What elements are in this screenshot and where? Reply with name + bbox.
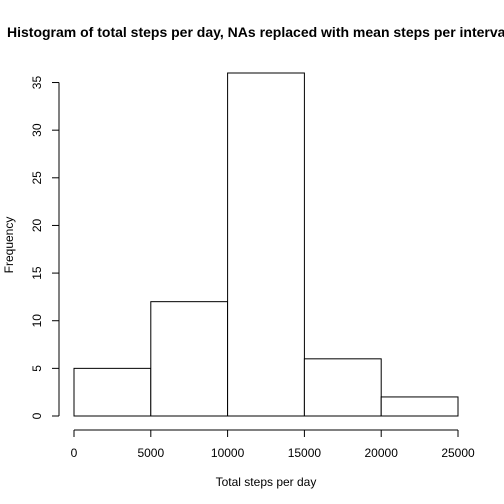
y-tick-label: 15	[30, 266, 44, 280]
bars-group	[73, 72, 459, 417]
x-tick-label: 20000	[365, 446, 399, 460]
histogram-bar	[380, 396, 459, 417]
y-tick-label: 5	[30, 365, 44, 372]
x-tick-label: 5000	[137, 446, 164, 460]
x-tick-label: 15000	[288, 446, 322, 460]
y-tick-label: 10	[30, 314, 44, 328]
y-axis: 0 5 10 15 20 25 30 35	[30, 76, 60, 419]
y-tick-label: 0	[30, 412, 44, 419]
x-tick-label: 10000	[211, 446, 245, 460]
y-axis-label: Frequency	[2, 217, 16, 274]
y-tick-label: 30	[30, 123, 44, 137]
x-axis: 0 5000 10000 15000 20000 25000	[71, 429, 475, 460]
histogram-bar	[227, 72, 305, 417]
x-tick-label: 0	[71, 446, 78, 460]
x-axis-label: Total steps per day	[216, 475, 317, 489]
x-tick-label: 25000	[441, 446, 475, 460]
y-tick-label: 35	[30, 76, 44, 90]
histogram-bar	[150, 301, 229, 417]
histogram-bar	[73, 367, 152, 417]
y-tick-label: 20	[30, 218, 44, 232]
y-tick-label: 25	[30, 171, 44, 185]
histogram-bar	[303, 358, 382, 417]
chart-title: Histogram of total steps per day, NAs re…	[7, 24, 504, 40]
